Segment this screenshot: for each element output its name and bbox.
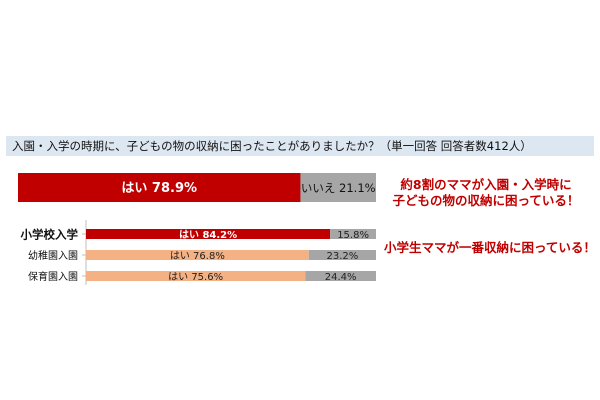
breakdown-yes-bar: [86, 250, 309, 260]
breakdown-no-label: 23.2%: [326, 251, 358, 262]
breakdown-yes-bar: [86, 271, 306, 281]
breakdown-yes-label: はい 84.2%: [179, 229, 237, 241]
breakdown-yes-label: はい 75.6%: [168, 271, 223, 283]
overall-yes-label: はい 78.9%: [121, 181, 197, 196]
question-band: 入園・入学の時期に、子どもの物の収納に困ったことがありましたか？（単一回答 回答…: [6, 136, 594, 156]
overall-no-bar: [300, 173, 376, 202]
breakdown-bar-group: 小学校入学 はい 84.2% 15.8% 幼稚園入園 はい 76.8% 23.2% 保育園入…: [20, 228, 376, 283]
question-text: 入園・入学の時期に、子どもの物の収納に困ったことがありましたか？（単一回答 回答…: [12, 139, 532, 153]
overall-callout-line-2: 子どもの物の収納に困っている！: [392, 193, 580, 208]
category-label: 保育園入園: [28, 270, 78, 283]
category-label: 小学校入学: [20, 228, 79, 242]
breakdown-no-label: 24.4%: [325, 272, 357, 283]
category-axis-lines: [82, 220, 87, 285]
breakdown-no-bar: [308, 250, 376, 260]
breakdown-yes-label: はい 76.8%: [170, 250, 225, 262]
overall-yes-bar: [18, 173, 301, 202]
breakdown-yes-bar: [86, 229, 331, 239]
breakdown-no-bar: [330, 229, 376, 239]
overall-callout-line-1: 約8割のママが入園・入学時に: [400, 177, 572, 192]
elementary-callout: 小学生ママが一番収納に困っている！: [384, 240, 596, 255]
overall-bar-group: はい 78.9% いいえ 21.1%: [18, 173, 376, 202]
breakdown-no-label: 15.8%: [337, 230, 369, 241]
category-label: 幼稚園入園: [28, 249, 78, 262]
overall-no-label: いいえ 21.1%: [301, 181, 376, 195]
breakdown-no-bar: [305, 271, 376, 281]
overall-callout: 約8割のママが入園・入学時に 子どもの物の収納に困っている！: [392, 177, 580, 209]
